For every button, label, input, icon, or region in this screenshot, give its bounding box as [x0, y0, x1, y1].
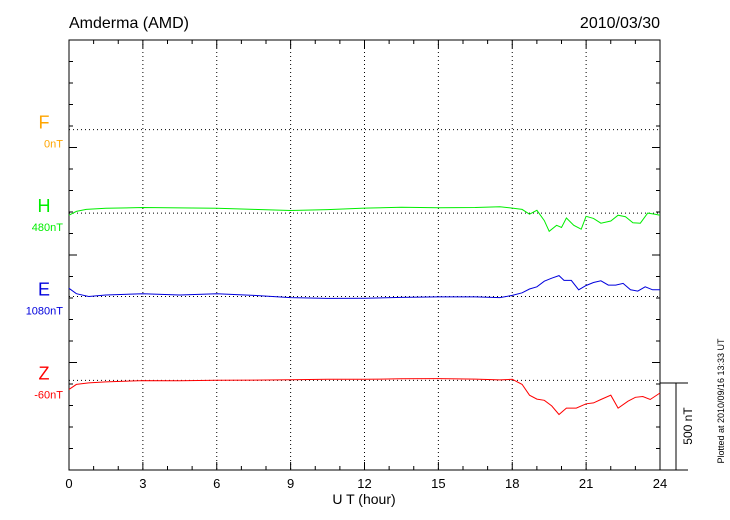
- x-tick-label: 0: [65, 476, 72, 491]
- x-axis-label: U T (hour): [332, 491, 395, 507]
- x-tick-label: 15: [431, 476, 445, 491]
- x-tick-label: 12: [357, 476, 371, 491]
- axis-ticks: [68, 40, 661, 470]
- plot-timestamp: Plotted at 2010/09/16 13:33 UT: [716, 338, 726, 464]
- series-name-e: E: [38, 279, 50, 299]
- series-name-f: F: [39, 113, 50, 133]
- x-tick-label: 18: [505, 476, 519, 491]
- series-name-h: H: [38, 196, 51, 216]
- series-lines: [68, 206, 661, 416]
- series-baseline-e: 1080nT: [26, 305, 64, 317]
- series-baseline-f: 0nT: [44, 139, 63, 151]
- x-tick-label: 9: [287, 476, 294, 491]
- series-labels: F 0nT H 480nT E 1080nT Z -60nT: [26, 113, 64, 402]
- series-line-e: [68, 275, 660, 299]
- series-name-z: Z: [39, 363, 50, 383]
- x-tick-label: 6: [213, 476, 220, 491]
- x-tick-label: 21: [579, 476, 593, 491]
- series-line-z: [68, 378, 661, 416]
- x-tick-labels: 0 3 6 9 12 15 18 21 24: [65, 476, 667, 491]
- chart-date: 2010/03/30: [580, 15, 660, 32]
- series-baseline-h: 480nT: [32, 222, 63, 234]
- series-line-h: [68, 206, 661, 233]
- scale-bar: 500 nT: [660, 382, 695, 471]
- grid-lines: [69, 40, 660, 470]
- plot-frame: [68, 39, 661, 471]
- series-baseline-z: -60nT: [34, 389, 63, 401]
- x-tick-label: 3: [139, 476, 146, 491]
- x-tick-label: 24: [653, 476, 667, 491]
- scale-bar-label: 500 nT: [681, 407, 695, 445]
- chart-title: Amderma (AMD): [69, 15, 189, 32]
